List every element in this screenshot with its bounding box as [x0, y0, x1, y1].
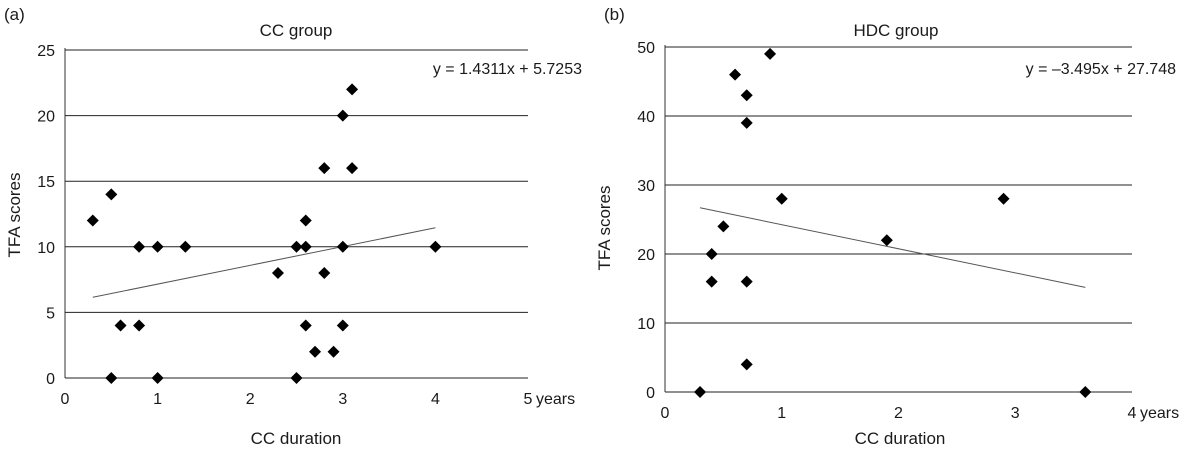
y-tick-labels: 0 10 20 30 40 50 [637, 40, 655, 402]
data-point [694, 386, 707, 398]
data-point [318, 162, 331, 175]
y-tick-label: 50 [637, 40, 655, 57]
data-point [336, 240, 349, 253]
data-point [86, 214, 99, 227]
data-point [299, 240, 312, 253]
y-tick-labels: 0 5 10 15 20 25 [37, 43, 55, 388]
data-point [775, 192, 788, 205]
data-point [318, 267, 331, 280]
chart-title: HDC group [853, 21, 938, 40]
data-point [179, 240, 192, 253]
trendline-layer [699, 207, 1086, 288]
x-tick-label: 3 [1011, 405, 1020, 422]
data-point [151, 240, 164, 253]
data-points [694, 47, 1092, 398]
x-unit-label: years [1140, 405, 1179, 422]
data-point [133, 319, 146, 332]
data-point [327, 345, 340, 358]
panel-label: (b) [604, 5, 625, 24]
x-tick-label: 2 [894, 405, 903, 422]
y-tick-label: 0 [46, 371, 55, 388]
data-point [114, 319, 127, 332]
y-tick-label: 20 [637, 247, 655, 264]
data-point [717, 220, 730, 233]
trendline [92, 227, 436, 298]
x-tick-label: 3 [338, 391, 347, 408]
gridlines [664, 45, 1132, 393]
y-axis-label: TFA scores [595, 185, 614, 270]
data-point [299, 214, 312, 227]
panel-label: (a) [4, 5, 25, 24]
y-tick-label: 40 [637, 109, 655, 126]
trendline-equation: y = –3.495x + 27.748 [1026, 61, 1176, 78]
data-point [336, 109, 349, 122]
x-tick-label: 1 [777, 405, 786, 422]
data-point [740, 358, 753, 371]
y-axis-label: TFA scores [5, 172, 24, 257]
data-point [705, 248, 718, 260]
data-point [290, 240, 303, 253]
x-tick-label: 0 [661, 405, 670, 422]
data-point [336, 319, 349, 332]
trendline-layer [92, 227, 436, 298]
data-points [86, 83, 442, 384]
y-tick-label: 10 [637, 316, 655, 333]
data-point [271, 267, 284, 280]
x-tick-labels: 0 1 2 3 4 years [661, 405, 1180, 422]
gridlines [64, 48, 528, 379]
data-point [133, 240, 146, 253]
y-tick-label: 30 [637, 178, 655, 195]
data-point [346, 83, 359, 96]
data-point [105, 188, 118, 201]
x-tick-label: 4 [431, 391, 440, 408]
data-point [880, 234, 893, 247]
x-axis-label: CC duration [251, 429, 342, 448]
y-tick-label: 15 [37, 174, 55, 191]
y-tick-label: 20 [37, 109, 55, 126]
data-point [299, 319, 312, 332]
data-point [705, 275, 718, 288]
data-point [151, 372, 164, 384]
data-point [105, 372, 118, 384]
data-point [740, 89, 753, 102]
y-tick-label: 5 [46, 305, 55, 322]
data-point [290, 372, 303, 384]
x-unit-label: years [536, 391, 575, 408]
y-tick-label: 25 [37, 43, 55, 60]
data-point [740, 116, 753, 129]
data-point [729, 68, 742, 81]
trendline [699, 207, 1086, 288]
x-tick-label: 2 [246, 391, 255, 408]
chart-title: CC group [260, 21, 333, 40]
panel-a: (a) CC group y = 1.4311x + 5.7253 CC dur… [4, 5, 582, 448]
data-point [740, 275, 753, 288]
data-point [1079, 386, 1092, 398]
x-axis-label: CC duration [855, 429, 946, 448]
x-tick-labels: 0 1 2 3 4 5 years [61, 391, 576, 408]
trendline-equation: y = 1.4311x + 5.7253 [433, 61, 582, 78]
x-tick-label: 0 [61, 391, 70, 408]
y-tick-label: 0 [646, 385, 655, 402]
data-point [997, 192, 1010, 205]
x-tick-label: 4 [1128, 405, 1137, 422]
x-tick-label: 1 [153, 391, 162, 408]
x-tick-label: 5 [524, 391, 533, 408]
data-point [346, 162, 359, 175]
panel-b: (b) HDC group y = –3.495x + 27.748 CC du… [595, 5, 1179, 448]
data-point [764, 47, 777, 60]
y-tick-label: 10 [37, 240, 55, 257]
data-point [429, 240, 442, 253]
data-point [309, 345, 322, 358]
